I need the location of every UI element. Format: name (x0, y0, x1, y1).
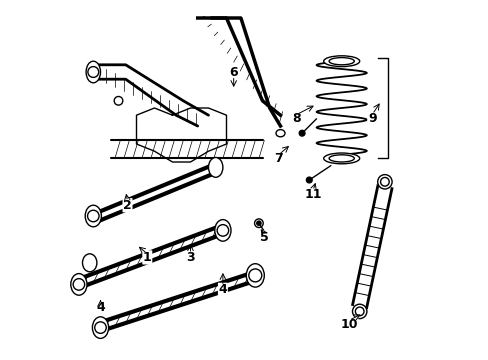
Text: 11: 11 (304, 188, 321, 201)
Ellipse shape (86, 61, 101, 83)
Ellipse shape (214, 220, 230, 241)
Ellipse shape (246, 264, 264, 287)
Ellipse shape (85, 205, 101, 227)
Polygon shape (136, 108, 226, 162)
Text: 4: 4 (218, 283, 227, 296)
Text: 6: 6 (229, 66, 238, 78)
Ellipse shape (323, 56, 359, 67)
Circle shape (256, 221, 261, 225)
Circle shape (299, 130, 305, 136)
Text: 1: 1 (142, 251, 151, 264)
Text: 4: 4 (96, 301, 104, 314)
Ellipse shape (208, 158, 223, 177)
Text: 10: 10 (340, 318, 357, 330)
Ellipse shape (71, 274, 87, 295)
Text: 9: 9 (367, 112, 376, 125)
Text: 5: 5 (260, 231, 268, 244)
Text: 2: 2 (123, 199, 132, 212)
Text: 8: 8 (292, 112, 301, 125)
Text: 7: 7 (274, 152, 283, 165)
Circle shape (306, 177, 311, 183)
Text: 3: 3 (186, 251, 194, 264)
Ellipse shape (82, 254, 97, 272)
Ellipse shape (275, 130, 285, 137)
Ellipse shape (352, 304, 366, 319)
Ellipse shape (92, 317, 108, 338)
Ellipse shape (377, 175, 391, 189)
Ellipse shape (323, 153, 359, 164)
